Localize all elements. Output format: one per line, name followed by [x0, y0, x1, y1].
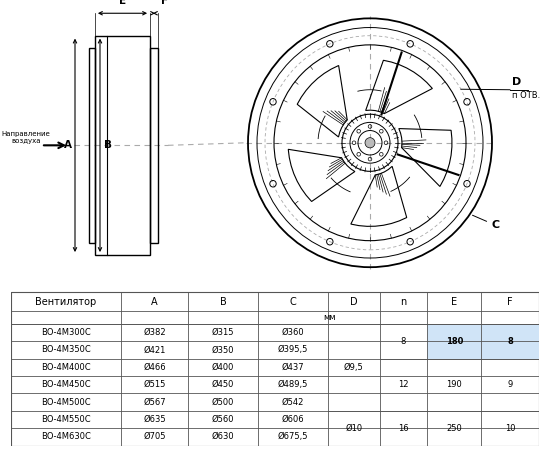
Text: мм: мм [323, 313, 336, 322]
Text: ВО-4М450С: ВО-4М450С [41, 380, 91, 389]
Text: Ø437: Ø437 [282, 363, 304, 372]
Text: Ø560: Ø560 [212, 415, 234, 424]
Text: Ø395,5: Ø395,5 [278, 345, 308, 354]
Text: 16: 16 [398, 423, 409, 432]
Text: C: C [472, 215, 500, 230]
Text: B: B [220, 297, 227, 306]
Text: 180: 180 [446, 337, 463, 346]
Text: ВО-4М630С: ВО-4М630С [41, 432, 91, 441]
Text: Ø705: Ø705 [143, 432, 166, 441]
Text: Ø10: Ø10 [345, 423, 362, 432]
Text: ВО-4М400С: ВО-4М400С [41, 363, 91, 372]
Text: Направление: Направление [2, 131, 51, 137]
Text: Ø515: Ø515 [143, 380, 166, 389]
Text: п ОТВ.: п ОТВ. [512, 91, 540, 100]
Bar [481, 324, 539, 359]
Text: D: D [350, 297, 358, 306]
Text: воздуха: воздуха [11, 138, 41, 144]
Bar [427, 324, 481, 359]
Text: Ø542: Ø542 [282, 397, 304, 406]
Text: 10: 10 [505, 423, 515, 432]
Text: A: A [64, 140, 72, 150]
Text: Ø450: Ø450 [212, 380, 234, 389]
Text: Ø9,5: Ø9,5 [344, 363, 364, 372]
Text: 8: 8 [401, 337, 406, 346]
Text: F: F [507, 297, 513, 306]
Text: Вентилятор: Вентилятор [35, 297, 96, 306]
Text: E: E [119, 0, 126, 6]
Text: Ø315: Ø315 [212, 328, 234, 337]
Text: 8: 8 [507, 337, 513, 346]
Text: n: n [400, 297, 406, 306]
Text: Ø382: Ø382 [143, 328, 166, 337]
Text: E: E [451, 297, 458, 306]
Text: C: C [289, 297, 296, 306]
Text: Ø500: Ø500 [212, 397, 234, 406]
Text: B: B [104, 140, 112, 150]
Text: 12: 12 [398, 380, 409, 389]
Text: Ø489,5: Ø489,5 [278, 380, 308, 389]
Bar [95, 36, 150, 255]
Text: Ø466: Ø466 [143, 363, 166, 372]
Text: Ø635: Ø635 [143, 415, 166, 424]
Bar [150, 48, 158, 243]
Text: Ø360: Ø360 [282, 328, 304, 337]
Text: 190: 190 [447, 380, 462, 389]
Text: 250: 250 [447, 423, 462, 432]
Text: ВО-4М350С: ВО-4М350С [41, 345, 91, 354]
Text: F: F [162, 0, 168, 6]
Text: 9: 9 [508, 380, 513, 389]
Text: A: A [151, 297, 158, 306]
Text: ВО-4М550С: ВО-4М550С [41, 415, 91, 424]
Text: ВО-4М300С: ВО-4М300С [41, 328, 91, 337]
Circle shape [365, 138, 375, 148]
Text: Ø400: Ø400 [212, 363, 234, 372]
Text: ВО-4М500С: ВО-4М500С [41, 397, 91, 406]
Text: Ø350: Ø350 [212, 345, 234, 354]
Text: D: D [512, 76, 521, 87]
Text: Ø630: Ø630 [212, 432, 234, 441]
Text: Ø567: Ø567 [143, 397, 166, 406]
Text: Ø606: Ø606 [282, 415, 304, 424]
Bar [89, 48, 95, 243]
Text: Ø421: Ø421 [143, 345, 166, 354]
Text: Ø675,5: Ø675,5 [278, 432, 308, 441]
